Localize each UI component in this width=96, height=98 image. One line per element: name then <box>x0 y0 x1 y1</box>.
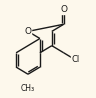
Text: CH₃: CH₃ <box>21 84 35 93</box>
Text: O: O <box>24 27 31 36</box>
Text: Cl: Cl <box>72 55 80 64</box>
Text: O: O <box>60 5 67 15</box>
